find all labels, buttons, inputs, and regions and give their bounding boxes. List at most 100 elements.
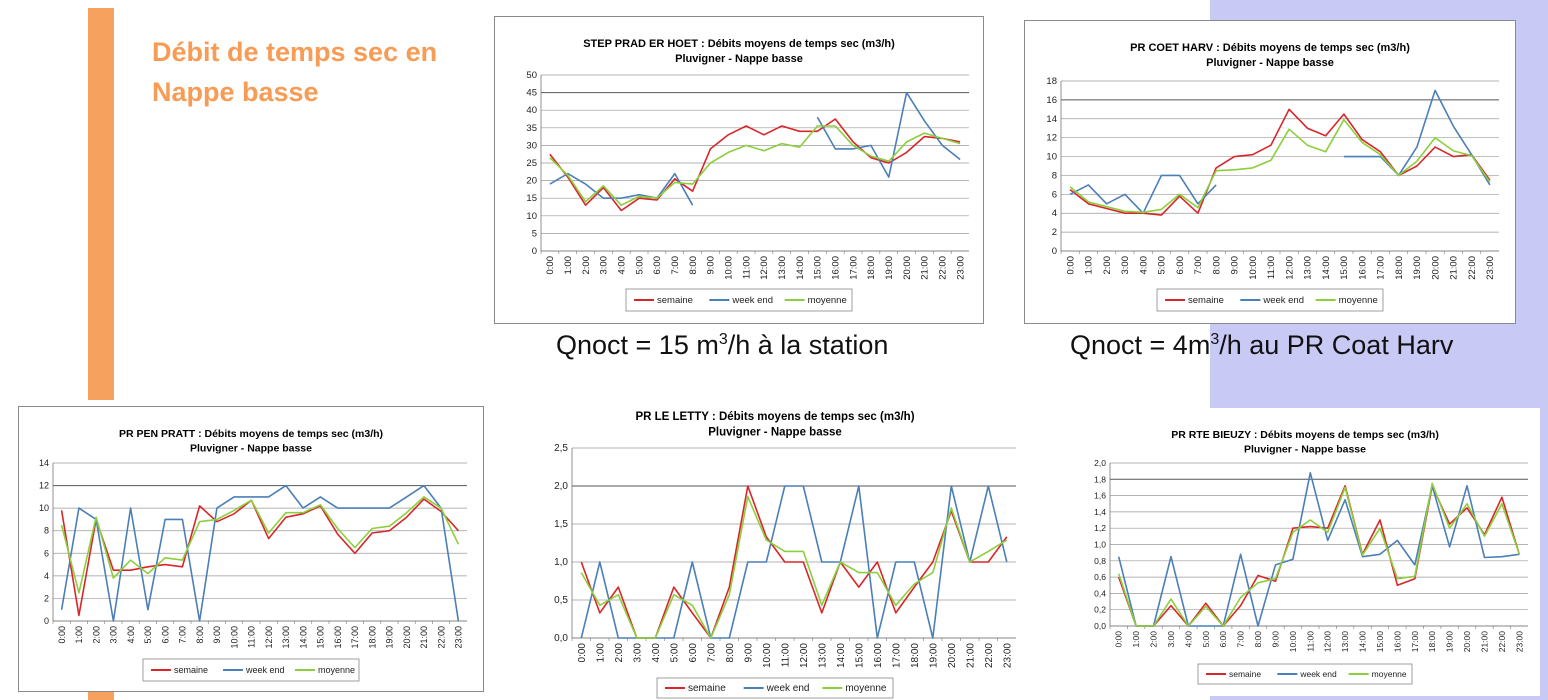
- y-tick-label: 0,0: [554, 633, 568, 644]
- x-tick-label: 5:00: [1157, 256, 1168, 275]
- x-tick-label: 2:00: [581, 256, 592, 275]
- x-tick-label: 1:00: [1131, 631, 1141, 648]
- x-tick-label: 3:00: [1120, 256, 1131, 275]
- x-tick-label: 12:00: [799, 643, 810, 668]
- x-tick-label: 6:00: [1175, 256, 1186, 275]
- x-tick-label: 3:00: [1166, 631, 1176, 648]
- x-tick-label: 11:00: [780, 643, 791, 668]
- x-tick-label: 17:00: [350, 626, 360, 649]
- x-tick-label: 6:00: [160, 626, 170, 644]
- y-tick-label: 8: [1052, 170, 1057, 181]
- x-tick-label: 10:00: [1288, 631, 1298, 653]
- x-tick-label: 11:00: [1266, 256, 1277, 279]
- x-tick-label: 16:00: [1392, 631, 1402, 653]
- chart-svg: STEP PRAD ER HOET : Débits moyens de tem…: [526, 38, 969, 312]
- x-tick-label: 2:00: [1102, 256, 1113, 275]
- x-tick-label: 10:00: [724, 256, 735, 280]
- y-tick-label: 0,6: [1094, 572, 1106, 582]
- chart-title: STEP PRAD ER HOET : Débits moyens de tem…: [583, 38, 895, 50]
- y-tick-label: 0,0: [1094, 621, 1106, 631]
- series-line-moyenne: [1069, 118, 1491, 214]
- y-tick-label: 1,6: [1094, 491, 1106, 501]
- x-tick-label: 11:00: [1305, 631, 1315, 652]
- x-tick-label: 18:00: [910, 643, 921, 668]
- x-tick-label: 2:00: [91, 626, 101, 644]
- y-tick-label: 1,2: [1094, 523, 1106, 533]
- caption-coat-harv-sup: 3: [1210, 331, 1220, 348]
- x-tick-label: 0:00: [545, 256, 556, 275]
- x-tick-label: 1:00: [563, 256, 574, 275]
- x-tick-label: 4:00: [651, 643, 662, 663]
- x-tick-label: 7:00: [178, 626, 188, 644]
- x-tick-label: 21:00: [1479, 631, 1489, 653]
- y-tick-label: 15: [526, 193, 537, 204]
- y-tick-label: 10: [526, 211, 537, 222]
- x-tick-label: 7:00: [1193, 256, 1204, 275]
- x-tick-label: 23:00: [454, 626, 464, 649]
- x-tick-label: 7:00: [1236, 631, 1246, 648]
- x-tick-label: 22:00: [436, 626, 446, 649]
- legend-label: semaine: [1229, 669, 1261, 679]
- x-tick-label: 15:00: [316, 626, 326, 649]
- x-tick-label: 4:00: [1183, 631, 1193, 648]
- chart-subtitle: Pluvigner - Nappe basse: [1244, 444, 1366, 456]
- y-tick-label: 10: [39, 503, 49, 513]
- x-tick-label: 13:00: [281, 626, 291, 649]
- x-tick-label: 9:00: [212, 626, 222, 644]
- caption-coat-harv-prefix: Qnoct = 4m: [1070, 330, 1211, 360]
- x-tick-label: 22:00: [1467, 256, 1478, 280]
- chart-pr-rte-bieuzy: PR RTE BIEUZY : Débits moyens de temps s…: [1070, 408, 1540, 696]
- y-tick-label: 0,5: [554, 595, 568, 606]
- caption-station-sup: 3: [718, 331, 728, 348]
- caption-coat-harv: Qnoct = 4m3/h au PR Coat Harv: [1070, 330, 1453, 361]
- caption-station: Qnoct = 15 m3/h à la station: [556, 330, 888, 361]
- chart-title: PR RTE BIEUZY : Débits moyens de temps s…: [1171, 429, 1439, 441]
- caption-station-suffix: /h à la station: [727, 330, 889, 360]
- caption-coat-harv-suffix: /h au PR Coat Harv: [1219, 330, 1454, 360]
- y-tick-label: 16: [1046, 95, 1057, 106]
- x-tick-label: 21:00: [1449, 256, 1460, 280]
- y-tick-label: 0: [44, 616, 49, 626]
- x-tick-label: 15:00: [1339, 256, 1350, 280]
- x-tick-label: 23:00: [1514, 631, 1524, 653]
- y-tick-label: 0,2: [1094, 605, 1106, 615]
- legend-label: semaine: [1188, 295, 1224, 306]
- x-tick-label: 10:00: [762, 643, 773, 668]
- x-tick-label: 20:00: [947, 643, 958, 668]
- chart-svg: PR RTE BIEUZY : Débits moyens de temps s…: [1094, 429, 1528, 685]
- y-tick-label: 14: [1046, 114, 1057, 125]
- y-tick-label: 1,5: [554, 519, 568, 530]
- caption-station-prefix: Qnoct = 15 m: [556, 330, 719, 360]
- x-tick-label: 23:00: [955, 256, 966, 280]
- y-tick-label: 40: [526, 105, 537, 116]
- series-line-moyenne: [580, 495, 1008, 639]
- x-tick-label: 19:00: [1445, 631, 1455, 653]
- x-tick-label: 1:00: [1084, 256, 1095, 275]
- series-line-week-end: [549, 172, 694, 206]
- legend-box: [1156, 288, 1384, 312]
- chart-title: PR PEN PRATT : Débits moyens de temps se…: [119, 428, 383, 440]
- series-line-week-end: [816, 91, 961, 178]
- x-tick-label: 0:00: [1065, 256, 1076, 275]
- x-tick-label: 19:00: [1412, 256, 1423, 280]
- x-tick-label: 9:00: [1230, 256, 1241, 275]
- x-tick-label: 17:00: [848, 256, 859, 280]
- legend-label: semaine: [174, 665, 208, 675]
- y-tick-label: 20: [526, 176, 537, 187]
- x-tick-label: 5:00: [634, 256, 645, 275]
- y-tick-label: 10: [1046, 152, 1057, 163]
- legend-label: week end: [731, 295, 773, 306]
- y-tick-label: 1,8: [1094, 474, 1106, 484]
- x-tick-label: 17:00: [1376, 256, 1387, 280]
- x-tick-label: 7:00: [670, 256, 681, 275]
- x-tick-label: 20:00: [1462, 631, 1472, 653]
- legend-label: week end: [1262, 295, 1304, 306]
- x-tick-label: 8:00: [688, 256, 699, 275]
- y-tick-label: 18: [1046, 76, 1057, 87]
- x-tick-label: 2:00: [1149, 631, 1159, 648]
- series-line-moyenne: [1117, 482, 1521, 627]
- x-tick-label: 3:00: [599, 256, 610, 275]
- x-tick-label: 15:00: [854, 643, 865, 668]
- legend-label: moyenne: [318, 665, 355, 675]
- legend-label: moyenne: [1372, 669, 1407, 679]
